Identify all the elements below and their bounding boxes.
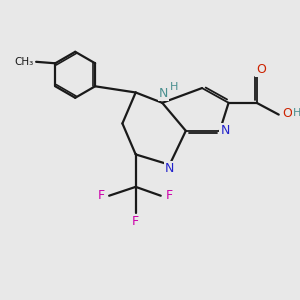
Text: F: F — [165, 189, 172, 202]
Text: N: N — [159, 88, 168, 100]
Text: CH₃: CH₃ — [14, 57, 33, 67]
Text: O: O — [256, 63, 266, 76]
Text: H: H — [170, 82, 178, 92]
Text: H: H — [293, 108, 300, 118]
Text: F: F — [132, 215, 139, 228]
Text: F: F — [97, 189, 104, 202]
Text: O: O — [282, 106, 292, 120]
Text: N: N — [220, 124, 230, 137]
Text: N: N — [165, 162, 174, 175]
